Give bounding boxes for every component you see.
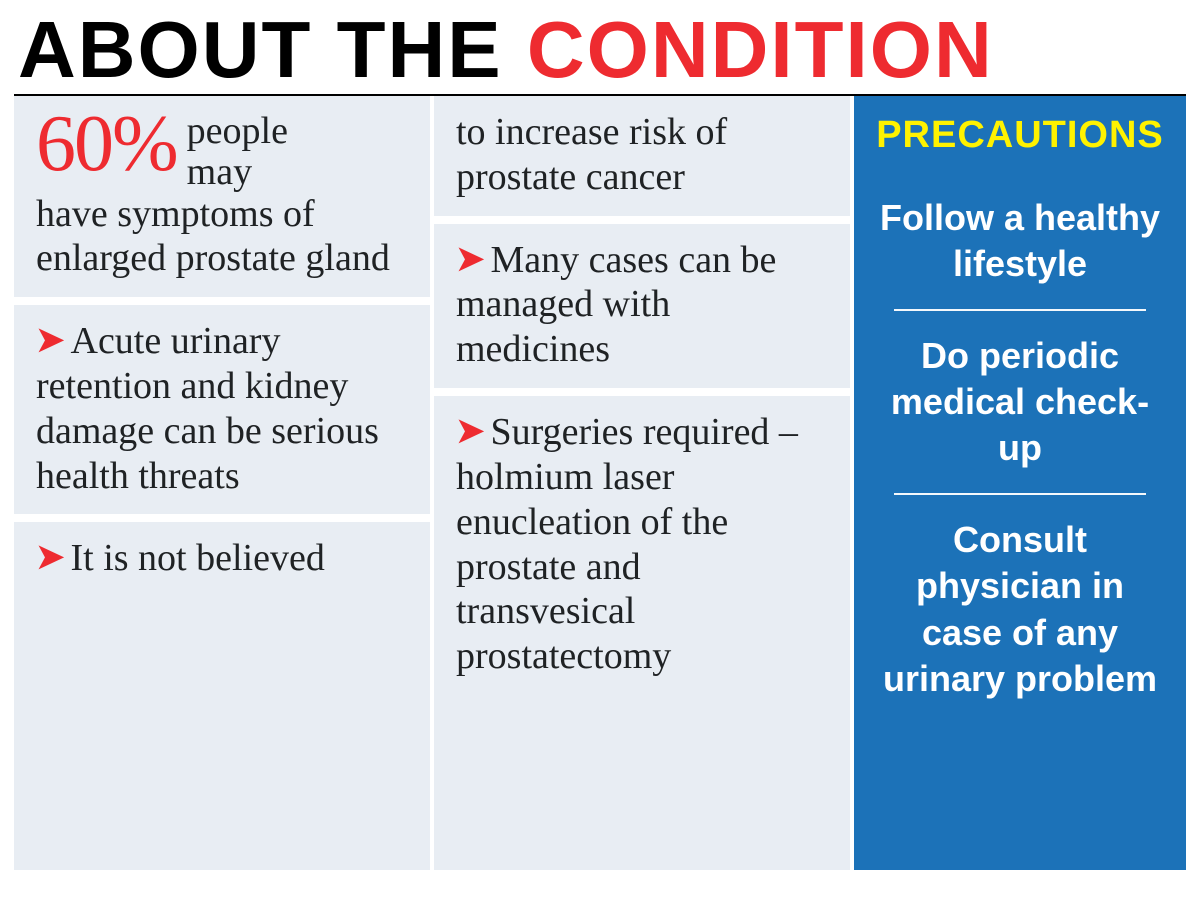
divider (434, 216, 850, 224)
left-bullet-3-text: It is not believed (71, 537, 325, 579)
column-left: 60% people may have symptoms of enlarged… (14, 96, 430, 870)
infographic-root: ABOUT THE CONDITION 60% people may have … (0, 0, 1200, 882)
mid-bullet-2: ➤Many cases can be managed with medicine… (434, 224, 850, 388)
headline: ABOUT THE CONDITION (14, 12, 1186, 94)
separator-line (894, 309, 1146, 311)
mid-bullet-2-text: Many cases can be managed with medicines (456, 239, 776, 371)
column-precautions: PRECAUTIONS Follow a healthy lifestyle D… (854, 96, 1186, 870)
arrow-icon: ➤ (456, 411, 485, 451)
divider (14, 514, 430, 522)
mid-cont-text: to increase risk of prostate cancer (456, 111, 727, 198)
precautions-title: PRECAUTIONS (876, 114, 1164, 157)
headline-part1: ABOUT THE (18, 5, 527, 94)
left-bullet-2: ➤Acute urinary retention and kidney dama… (14, 305, 430, 514)
left-bullet-2-text: Acute urinary retention and kidney damag… (36, 320, 379, 496)
content-grid: 60% people may have symptoms of enlarged… (14, 94, 1186, 870)
mid-continuation: to increase risk of prostate cancer (434, 96, 850, 216)
mid-bullet-3-text: Surgeries required – holmium laser enucl… (456, 411, 798, 677)
arrow-icon: ➤ (456, 239, 485, 279)
separator-line (894, 493, 1146, 495)
stat-continuation: have symptoms of enlarged prostate gland (36, 193, 390, 280)
stat-block: 60% people may have symptoms of enlarged… (14, 96, 430, 297)
divider (14, 297, 430, 305)
headline-part2: CONDITION (527, 5, 994, 94)
mid-bullet-3: ➤Surgeries required – holmium laser enuc… (434, 396, 850, 695)
divider (434, 388, 850, 396)
column-middle: to increase risk of prostate cancer ➤Man… (434, 96, 850, 870)
arrow-icon: ➤ (36, 537, 65, 577)
precaution-item-1: Follow a healthy lifestyle (876, 177, 1164, 305)
arrow-icon: ➤ (36, 320, 65, 360)
stat-percentage: 60% (36, 110, 187, 178)
left-bullet-3: ➤It is not believed (14, 522, 430, 597)
precaution-item-2: Do periodic medical check-up (876, 315, 1164, 489)
precaution-item-3: Consult physician in case of any urinary… (876, 499, 1164, 719)
